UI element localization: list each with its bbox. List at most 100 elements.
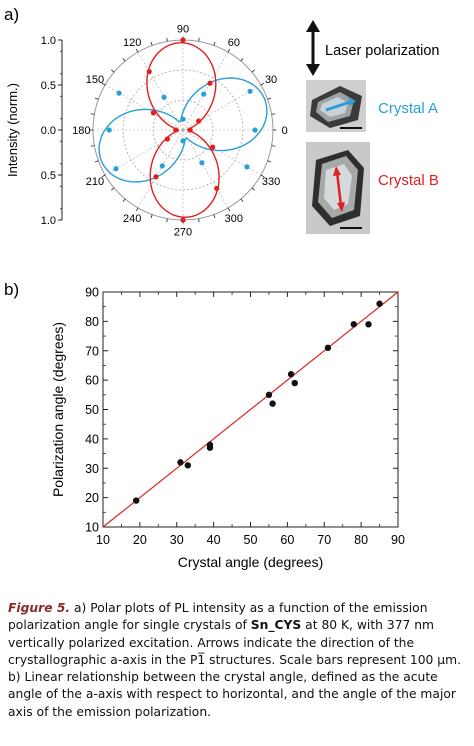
panel-a-label: a) <box>4 5 19 24</box>
laser-polarization-label: Laser polarization <box>325 43 439 59</box>
polar-data-point <box>199 160 205 166</box>
scatter-x-tick-label: 70 <box>317 533 331 547</box>
scatter-data-point <box>269 400 276 407</box>
scatter-y-tick-label: 20 <box>85 491 99 505</box>
scatter-data-point <box>177 459 184 466</box>
polar-data-point <box>187 127 193 133</box>
polar-grid-circle <box>122 69 244 191</box>
polar-data-point <box>180 138 186 144</box>
polar-tick-mark <box>111 69 115 73</box>
scatter-y-tick-label: 40 <box>85 432 99 446</box>
polar-tick-mark <box>111 187 115 191</box>
polar-data-point <box>153 174 159 180</box>
polar-tick-mark <box>227 207 231 212</box>
polar-tick-mark <box>122 58 126 62</box>
polar-grid-spoke <box>182 129 229 209</box>
scatter-fit-line <box>102 291 399 528</box>
scatter-data-point <box>265 391 273 399</box>
scatter-plot: 10 20 30 40 50 60 70 80 90 10 20 30 40 50 60 70 80 90 Crys… <box>50 286 405 571</box>
polar-angle-label: 330 <box>262 176 280 188</box>
polar-tick-mark <box>271 113 276 115</box>
polar-tick-mark <box>90 113 95 115</box>
polar-tick-mark <box>135 207 139 212</box>
polar-tick-mark <box>198 218 200 223</box>
polar-data-point <box>210 144 216 150</box>
scatter-x-tick-label: 10 <box>96 533 110 547</box>
polar-tick-mark <box>150 214 153 219</box>
polar-tick-mark <box>198 37 200 42</box>
polar-angle-label: 180 <box>72 125 90 137</box>
polar-tick-mark <box>166 37 168 42</box>
scatter-x-tick-label: 30 <box>170 533 184 547</box>
polar-angle-label: 210 <box>86 176 104 188</box>
polar-tick-mark <box>240 58 244 62</box>
crystal-b-image <box>306 142 370 234</box>
polar-radial-tick-label: 1.0 <box>41 35 56 47</box>
crystal-a-image <box>306 80 366 132</box>
polar-tick-mark <box>135 48 139 53</box>
polar-data-point <box>180 116 186 122</box>
figure-canvas: a) b) 0 30 60 90 120 150 180 210 240 270 300 330 1.0… <box>4 5 439 571</box>
scatter-y-axis-label: Polarization angle (degrees) <box>50 322 66 497</box>
scatter-y-tick-label: 60 <box>85 374 99 388</box>
polar-data-point <box>207 80 213 86</box>
polar-data-point <box>150 110 156 116</box>
polar-tick-mark <box>251 69 255 73</box>
scatter-y-tick-label: 70 <box>85 344 99 358</box>
polar-data-point <box>116 90 122 96</box>
scatter-data-point <box>287 371 295 378</box>
scatter-x-tick-label: 20 <box>133 533 147 547</box>
polar-data-point <box>106 127 112 133</box>
scatter-x-tick-label: 50 <box>244 533 258 547</box>
polar-tick-mark <box>267 160 272 163</box>
polar-angle-label: 150 <box>86 74 104 86</box>
polar-data-point <box>164 136 171 142</box>
polar-grid-spoke <box>104 129 184 176</box>
polar-tick-mark <box>150 41 153 46</box>
polar-tick-mark <box>251 187 255 191</box>
polar-angle-label: 60 <box>228 37 240 49</box>
polar-tick-mark <box>260 174 265 178</box>
polar-data-point <box>180 37 186 43</box>
polar-tick-mark <box>213 41 216 46</box>
polar-data-point <box>146 68 152 75</box>
scatter-data-point <box>291 379 298 387</box>
polar-tick-mark <box>94 97 99 100</box>
polar-data-point <box>180 217 186 223</box>
polar-tick-mark <box>94 160 99 163</box>
caption-figure-label: Figure 5. <box>8 601 71 615</box>
scatter-data-point <box>365 321 372 328</box>
scatter-y-tick-label: 90 <box>85 286 99 300</box>
scatter-x-tick-label: 90 <box>391 533 405 547</box>
scatter-x-tick-label: 40 <box>207 533 221 547</box>
crystal-a-label: Crystal A <box>378 100 438 117</box>
polar-radial-tick-label: 1.0 <box>41 215 56 227</box>
scatter-y-tick-label: 50 <box>85 403 99 417</box>
polar-tick-mark <box>267 97 272 100</box>
polar-angle-label: 240 <box>123 213 141 225</box>
polar-tick-mark <box>166 218 168 223</box>
scatter-data-point <box>350 321 357 328</box>
polar-angle-label: 30 <box>265 74 277 86</box>
caption-text-1: a) Polar plots of PL intensity as a func… <box>8 601 428 633</box>
polar-tick-mark <box>271 145 276 147</box>
scatter-data-point <box>324 344 332 352</box>
polar-data-point <box>159 163 165 169</box>
scatter-y-tick-label: 10 <box>85 521 99 535</box>
polar-grid-spoke <box>182 84 262 131</box>
scatter-x-tick-label: 60 <box>280 533 294 547</box>
polar-angle-label: 300 <box>225 213 243 225</box>
polar-tick-mark <box>240 198 244 202</box>
caption-text-2: at 80 K, with 377 nm vertically polarize… <box>8 618 461 719</box>
polar-data-point <box>252 127 258 133</box>
scatter-data-point <box>132 497 140 504</box>
polar-data-point <box>247 88 253 94</box>
polar-radial-tick-label: 0.5 <box>41 170 56 182</box>
polar-tick-mark <box>122 198 126 202</box>
polar-tick-mark <box>260 82 265 86</box>
polar-data-point <box>214 185 220 192</box>
polar-tick-mark <box>213 214 216 219</box>
polar-grid-spoke <box>104 84 184 131</box>
scatter-x-tick-label: 80 <box>354 533 368 547</box>
polar-angle-label: 90 <box>177 23 189 35</box>
